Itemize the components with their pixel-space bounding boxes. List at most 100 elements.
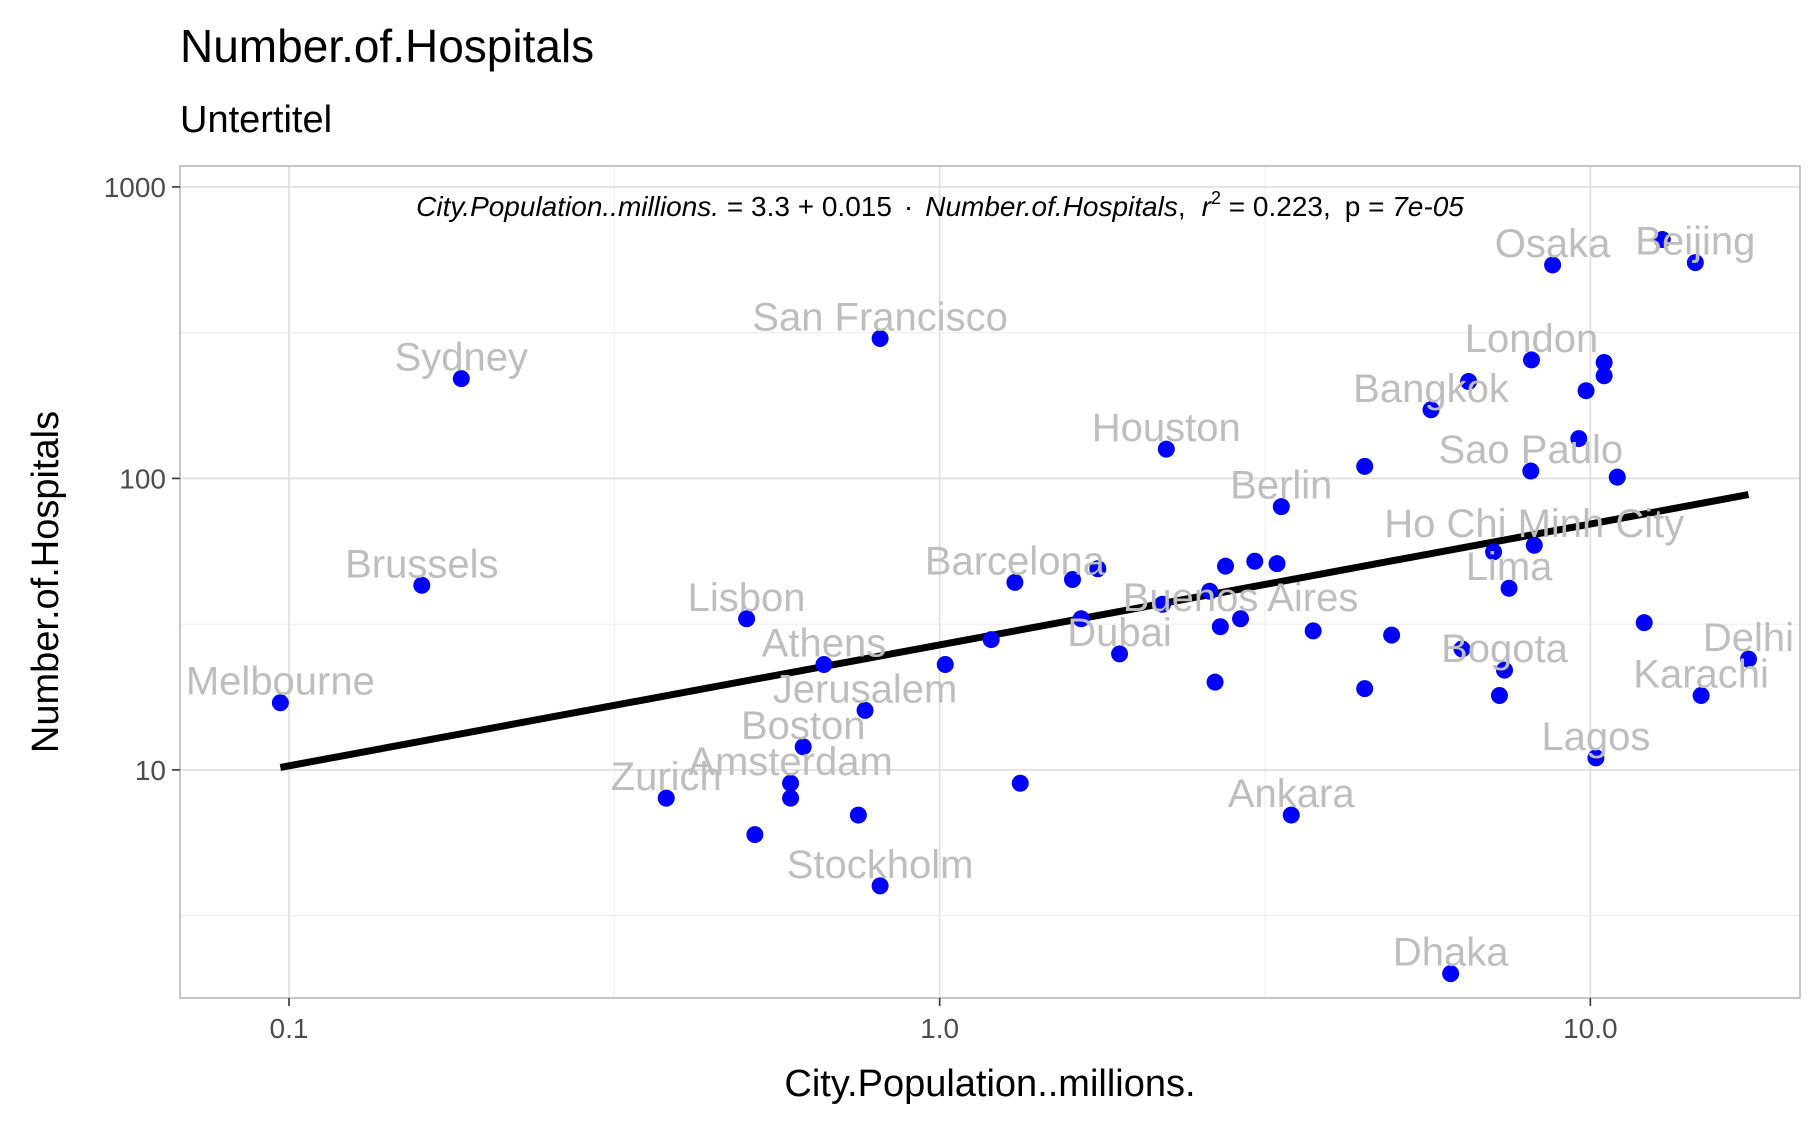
x-tick-label: 10.0 [1563, 1013, 1618, 1044]
data-point [271, 694, 289, 712]
data-point [1072, 610, 1090, 628]
city-label: Buenos Aires [1123, 576, 1359, 620]
annotation-rhs: Number.of.Hospitals [925, 191, 1178, 222]
city-label: Bangkok [1353, 367, 1510, 411]
data-point [794, 738, 812, 756]
plot-panel-border [179, 165, 1801, 999]
annotation-p-label: p = [1345, 191, 1392, 222]
data-point [1422, 401, 1440, 419]
y-axis-title: Number.of.Hospitals [25, 411, 67, 753]
city-label: Stockholm [787, 843, 974, 887]
data-point [1356, 680, 1374, 698]
data-point [746, 826, 764, 844]
data-point [1006, 573, 1024, 591]
city-label: Karachi [1633, 653, 1769, 697]
data-point [452, 370, 470, 388]
data-point [871, 877, 889, 895]
data-point [1442, 965, 1460, 983]
data-point [1246, 552, 1264, 570]
y-tick-label: 10 [135, 755, 166, 786]
data-point [1692, 687, 1710, 705]
data-point [1211, 618, 1229, 636]
data-point [1383, 626, 1401, 644]
data-point [1587, 749, 1605, 767]
data-point [1460, 373, 1478, 391]
grid-lines [180, 166, 1800, 998]
data-point [782, 774, 800, 792]
data-point [1570, 430, 1588, 448]
data-point [1157, 440, 1175, 458]
data-point [1522, 351, 1540, 369]
axis-ticks: 0.1 1.0 10.0 10 100 1000 [104, 172, 1618, 1044]
data-point [936, 655, 954, 673]
data-point [1453, 640, 1471, 658]
x-tick-label: 0.1 [270, 1013, 309, 1044]
city-label: Bogota [1441, 627, 1569, 671]
city-label: Dubai [1067, 611, 1172, 655]
annotation-intercept: = 3.3 + 0.015 [719, 191, 892, 222]
data-point [1686, 254, 1704, 272]
y-tick-label: 100 [119, 463, 166, 494]
city-label: Berlin [1230, 464, 1332, 508]
city-label: Delhi [1703, 616, 1794, 660]
city-label: Jerusalem [773, 667, 958, 711]
data-point [1153, 595, 1171, 613]
data-point [1525, 536, 1543, 554]
city-label: Osaka [1495, 222, 1611, 266]
city-label: Sydney [395, 336, 528, 380]
data-point [1495, 661, 1513, 679]
point-labels: Melbourne Sydney Brussels San Francisco Lisb… [186, 220, 1794, 975]
data-point [1282, 806, 1300, 824]
data-point [1217, 557, 1235, 575]
annotation-lhs: City.Population..millions. [416, 191, 719, 222]
regression-annotation: City.Population..millions. = 3.3 + 0.015… [416, 188, 1464, 222]
city-label: Barcelona [925, 539, 1106, 583]
data-point [1595, 367, 1613, 385]
city-label: Zurich [611, 755, 722, 799]
data-point [1500, 579, 1518, 597]
data-points [271, 231, 1757, 983]
data-point [1063, 571, 1081, 589]
chart-title: Number.of.Hospitals [180, 20, 594, 72]
data-point [1485, 543, 1503, 561]
city-label: London [1465, 317, 1598, 361]
data-point [1490, 687, 1508, 705]
city-label: Athens [762, 621, 887, 665]
city-label: Lisbon [688, 576, 806, 620]
data-point [413, 576, 431, 594]
annotation-sep: , [1178, 191, 1186, 222]
data-point [1272, 498, 1290, 516]
data-point [1635, 614, 1653, 632]
data-point [1011, 774, 1029, 792]
data-point [815, 655, 833, 673]
city-label: Ankara [1228, 772, 1355, 816]
data-point [1111, 645, 1129, 663]
annotation-dot: · [904, 191, 913, 222]
city-label: Sao Paulo [1438, 428, 1623, 472]
data-point [1577, 382, 1595, 400]
city-label: San Francisco [752, 296, 1008, 340]
data-point [1232, 610, 1250, 628]
data-point [1206, 673, 1224, 691]
city-label: Melbourne [186, 660, 375, 704]
x-tick-label: 1.0 [920, 1013, 959, 1044]
city-label: Houston [1092, 406, 1241, 450]
annotation-r: r [1202, 191, 1213, 222]
city-label: Beijing [1635, 220, 1755, 264]
data-point [782, 789, 800, 807]
city-label: Boston [741, 704, 866, 748]
data-point [849, 806, 867, 824]
data-point [1653, 231, 1671, 249]
data-point [1739, 650, 1757, 668]
data-point [1201, 582, 1219, 600]
city-label: Lagos [1541, 715, 1650, 759]
data-point [856, 701, 874, 719]
city-label: Brussels [345, 542, 498, 586]
city-label: Amsterdam [688, 740, 893, 784]
city-label: Dhaka [1393, 931, 1509, 975]
regression-line-layer [279, 491, 1750, 771]
y-tick-label: 1000 [104, 172, 166, 203]
data-point [1356, 457, 1374, 475]
annotation-p-value: 7e-05 [1392, 191, 1464, 222]
